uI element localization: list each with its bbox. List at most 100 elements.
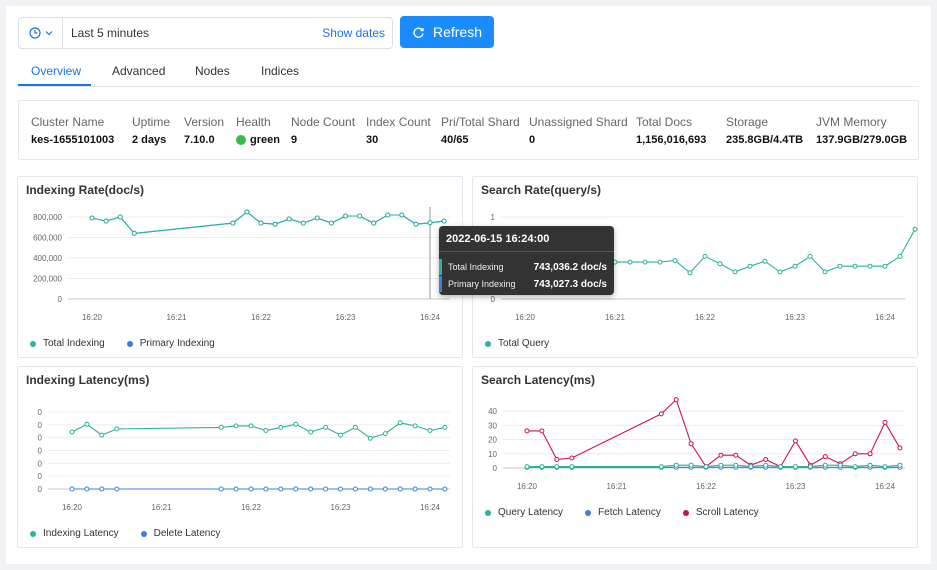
legend-item[interactable]: Total Query bbox=[485, 338, 549, 349]
y-tick-label: 0 bbox=[38, 421, 43, 430]
data-point bbox=[263, 486, 269, 492]
x-tick-label: 16:23 bbox=[785, 313, 806, 322]
data-point bbox=[524, 428, 530, 434]
indexing-latency-chart[interactable]: 0 0 0 0 0 0 0 16:20 16:21 16:22 16:23 16:24 bbox=[18, 367, 464, 549]
time-range-picker[interactable]: Last 5 minutes Show dates bbox=[18, 17, 393, 49]
clock-icon bbox=[28, 27, 41, 39]
tab-nodes[interactable]: Nodes bbox=[195, 64, 230, 78]
series-line bbox=[527, 398, 901, 468]
data-point bbox=[117, 214, 123, 220]
y-tick-label: 0 bbox=[38, 434, 43, 443]
x-tick-label: 16:23 bbox=[335, 313, 356, 322]
data-point bbox=[778, 464, 784, 470]
legend-item[interactable]: Delete Latency bbox=[140, 528, 220, 539]
data-point bbox=[688, 462, 694, 468]
data-point bbox=[99, 432, 105, 438]
legend-item[interactable]: Total Indexing bbox=[30, 338, 105, 349]
data-point bbox=[539, 464, 545, 470]
data-point bbox=[837, 462, 843, 468]
data-point bbox=[441, 218, 447, 224]
data-point bbox=[718, 462, 724, 468]
stat-value: 30 bbox=[366, 134, 379, 146]
series-line bbox=[71, 422, 446, 439]
data-point bbox=[897, 253, 903, 259]
data-point bbox=[837, 263, 843, 269]
data-point bbox=[539, 428, 545, 434]
data-point bbox=[367, 435, 373, 441]
chart-title: Search Rate(query/s) bbox=[481, 183, 602, 197]
data-point bbox=[263, 428, 269, 433]
data-point bbox=[688, 441, 694, 447]
x-tick-label: 16:24 bbox=[420, 313, 441, 322]
data-point bbox=[427, 220, 433, 226]
x-tick-label: 16:24 bbox=[420, 503, 441, 512]
tab-advanced[interactable]: Advanced bbox=[112, 64, 166, 78]
data-point bbox=[793, 464, 798, 470]
chart-legend: Query Latency Fetch Latency Scroll Laten… bbox=[485, 507, 759, 518]
x-tick-label: 16:23 bbox=[785, 482, 806, 491]
time-range-dropdown[interactable] bbox=[19, 18, 63, 48]
active-tab-indicator bbox=[18, 84, 91, 86]
data-point bbox=[554, 464, 560, 470]
y-tick-label: 10 bbox=[488, 450, 497, 459]
data-point bbox=[718, 452, 724, 458]
data-point bbox=[442, 486, 448, 492]
data-point bbox=[717, 261, 723, 267]
data-point bbox=[763, 457, 769, 462]
x-tick-label: 16:21 bbox=[166, 313, 187, 322]
data-point bbox=[286, 216, 292, 222]
x-tick-label: 16:22 bbox=[695, 313, 716, 322]
stat-uptime: Uptime 2 days bbox=[132, 115, 171, 146]
x-tick-label: 16:24 bbox=[875, 313, 896, 322]
y-tick-label: 400,000 bbox=[33, 254, 62, 263]
data-point bbox=[248, 423, 254, 429]
data-point bbox=[272, 221, 278, 227]
chart-card-indexing-rate: Indexing Rate(doc/s) 800,000 600,000 400,0… bbox=[17, 176, 463, 358]
data-point bbox=[897, 445, 903, 451]
chart-tooltip: 2022-06-15 16:24:00 Total Indexing 743,0… bbox=[439, 226, 614, 295]
data-point bbox=[569, 455, 575, 461]
data-point bbox=[733, 452, 739, 458]
tab-overview[interactable]: Overview bbox=[31, 64, 82, 78]
cluster-summary: Cluster Name kes-1655101003 Uptime 2 days … bbox=[18, 100, 919, 160]
data-point bbox=[230, 220, 236, 226]
legend-dot bbox=[126, 340, 133, 347]
data-point bbox=[244, 209, 250, 215]
data-point bbox=[371, 220, 377, 226]
data-point bbox=[427, 428, 433, 433]
tooltip-row: Total Indexing 743,036.2 doc/s bbox=[439, 259, 614, 275]
search-latency-chart[interactable]: 40 30 20 10 0 16:20 16:21 16:22 16:23 16:24 bbox=[473, 367, 919, 549]
tab-indices[interactable]: Indices bbox=[261, 64, 300, 78]
data-point bbox=[897, 462, 903, 468]
data-point bbox=[323, 486, 329, 492]
data-point bbox=[852, 263, 858, 269]
legend-dot bbox=[140, 530, 147, 537]
data-point bbox=[114, 426, 120, 432]
show-dates-link[interactable]: Show dates bbox=[322, 26, 385, 40]
indexing-rate-chart[interactable]: 800,000 600,000 400,000 200,000 0 16:20 16:21 1… bbox=[18, 177, 464, 359]
data-point bbox=[131, 230, 137, 236]
legend-item[interactable]: Primary Indexing bbox=[126, 338, 215, 349]
stat-unassigned-shard: Unassigned Shard 0 bbox=[529, 115, 628, 146]
tab-bar: Overview Advanced Nodes Indices bbox=[18, 58, 919, 87]
legend-item[interactable]: Fetch Latency bbox=[585, 507, 661, 518]
data-point bbox=[554, 457, 560, 462]
data-point bbox=[233, 423, 239, 429]
data-point bbox=[114, 486, 120, 492]
data-point bbox=[278, 486, 284, 492]
data-point bbox=[627, 259, 633, 265]
x-tick-label: 16:23 bbox=[330, 503, 351, 512]
legend-item[interactable]: Query Latency bbox=[485, 507, 563, 518]
data-point bbox=[427, 486, 433, 492]
data-point bbox=[89, 215, 95, 221]
legend-item[interactable]: Indexing Latency bbox=[30, 528, 119, 539]
data-point bbox=[69, 486, 75, 492]
legend-item[interactable]: Scroll Latency bbox=[682, 507, 759, 518]
data-point bbox=[912, 226, 918, 232]
data-point bbox=[308, 486, 314, 492]
refresh-button[interactable]: Refresh bbox=[400, 16, 494, 48]
tooltip-series-marker bbox=[439, 259, 442, 275]
y-tick-label: 0 bbox=[38, 447, 43, 456]
x-tick-label: 16:21 bbox=[606, 482, 627, 491]
data-point bbox=[763, 462, 769, 468]
